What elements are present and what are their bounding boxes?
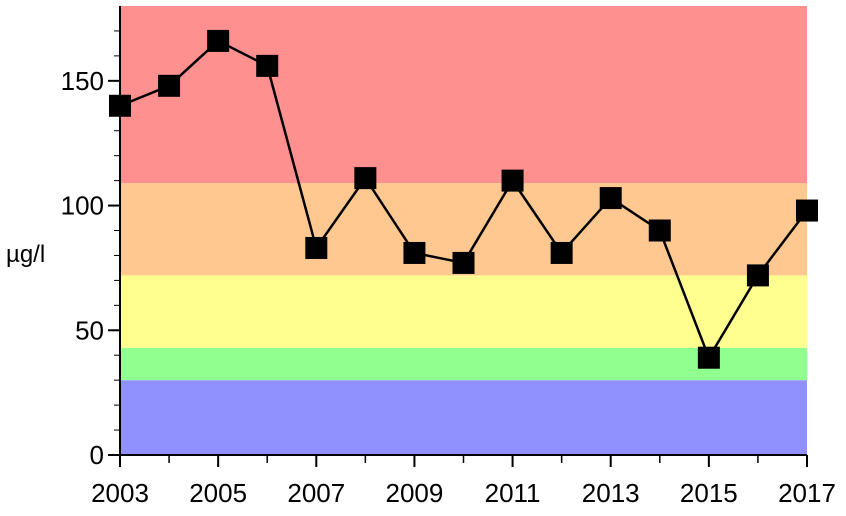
x-tick-label: 2015 bbox=[680, 478, 738, 508]
x-tick-label: 2003 bbox=[91, 478, 149, 508]
data-point-2009 bbox=[403, 241, 426, 264]
x-tick-label: 2007 bbox=[287, 478, 345, 508]
background-band-2 bbox=[120, 275, 807, 348]
y-axis: 0 50 100 150 bbox=[61, 6, 121, 470]
background-band-1 bbox=[120, 347, 807, 381]
data-point-2006 bbox=[256, 54, 279, 77]
y-tick-label: 150 bbox=[61, 66, 104, 96]
y-tick-label: 0 bbox=[90, 440, 104, 470]
data-point-2017 bbox=[796, 199, 818, 222]
data-point-2014 bbox=[648, 219, 671, 242]
data-point-2012 bbox=[550, 241, 573, 264]
data-point-2010 bbox=[452, 251, 475, 274]
y-tick-label: 100 bbox=[61, 191, 104, 221]
x-tick-label: 2005 bbox=[189, 478, 247, 508]
series-group bbox=[109, 29, 818, 369]
data-point-2005 bbox=[207, 29, 230, 52]
background-bands bbox=[120, 6, 807, 455]
y-tick-label: 50 bbox=[75, 315, 104, 345]
x-tick-label: 2009 bbox=[386, 478, 444, 508]
data-point-2003 bbox=[109, 94, 131, 117]
x-axis: 2003 2005 2007 2009 2011 2013 2015 2017 bbox=[91, 454, 836, 508]
data-point-2015 bbox=[697, 346, 720, 369]
data-point-2007 bbox=[305, 236, 328, 259]
data-point-2008 bbox=[354, 167, 377, 190]
y-axis-title: µg/l bbox=[6, 241, 45, 268]
data-point-2011 bbox=[501, 169, 524, 192]
background-band-0 bbox=[120, 380, 807, 455]
data-point-2013 bbox=[599, 187, 622, 210]
x-tick-label: 2011 bbox=[485, 478, 541, 508]
x-tick-label: 2013 bbox=[582, 478, 640, 508]
background-band-4 bbox=[120, 6, 807, 184]
data-point-2004 bbox=[158, 74, 181, 97]
data-point-2016 bbox=[746, 264, 769, 287]
x-tick-label: 2017 bbox=[778, 478, 836, 508]
